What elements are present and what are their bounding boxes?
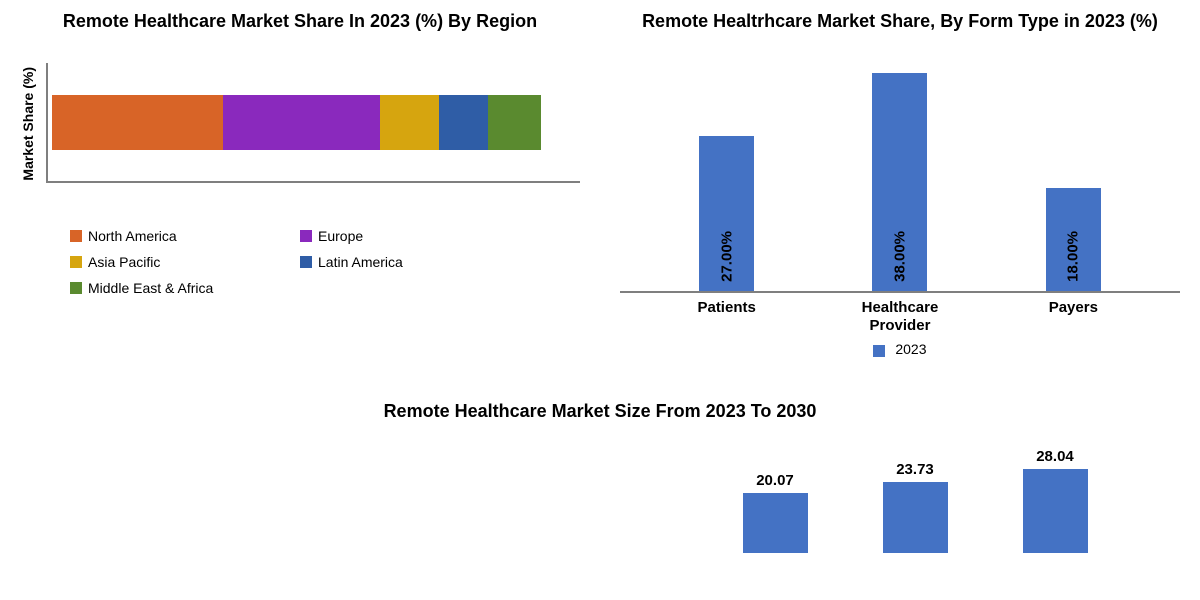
form-bar-category: Healthcare Provider xyxy=(840,299,960,335)
size-bar-column: 20.07 xyxy=(730,472,820,553)
legend-swatch xyxy=(70,256,82,268)
legend-label: Latin America xyxy=(318,254,403,270)
legend-label: Middle East & Africa xyxy=(88,280,213,296)
form-chart-categories: Patients Healthcare Provider Payers xyxy=(620,293,1180,335)
region-segment xyxy=(380,95,439,150)
form-chart-plot: 27.00% 38.00% 18.00% xyxy=(620,43,1180,293)
size-bar xyxy=(1023,469,1088,553)
form-bar-value: 38.00% xyxy=(891,231,908,282)
legend-label: Europe xyxy=(318,228,363,244)
legend-item: Europe xyxy=(300,228,500,244)
legend-item: North America xyxy=(70,228,270,244)
legend-label: Asia Pacific xyxy=(88,254,160,270)
size-bar xyxy=(743,493,808,553)
form-bar-column: 38.00% xyxy=(840,61,960,291)
form-bar-column: 18.00% xyxy=(1013,61,1133,291)
region-chart-plot: Market Share (%) xyxy=(20,43,580,203)
legend-label: North America xyxy=(88,228,177,244)
region-segment xyxy=(439,95,488,150)
size-bar-column: 23.73 xyxy=(870,461,960,553)
form-bar: 38.00% xyxy=(872,73,927,292)
form-chart-title: Remote Healtrhcare Market Share, By Form… xyxy=(620,10,1180,33)
form-legend-label: 2023 xyxy=(895,341,926,357)
form-bar-value: 18.00% xyxy=(1065,231,1082,282)
form-bar: 18.00% xyxy=(1046,188,1101,292)
region-chart-title: Remote Healthcare Market Share In 2023 (… xyxy=(20,10,580,33)
region-chart-ylabel: Market Share (%) xyxy=(20,67,36,181)
size-chart-plot: 20.07 23.73 28.04 xyxy=(40,433,1160,553)
size-chart-panel: Remote Healthcare Market Size From 2023 … xyxy=(0,400,1200,600)
form-chart-panel: Remote Healtrhcare Market Share, By Form… xyxy=(600,0,1200,400)
size-bar-column: 28.04 xyxy=(1010,448,1100,553)
form-bar-column: 27.00% xyxy=(667,61,787,291)
legend-item: Asia Pacific xyxy=(70,254,270,270)
region-stacked-bar xyxy=(52,95,541,150)
region-segment xyxy=(488,95,542,150)
size-bar-value: 23.73 xyxy=(896,461,934,478)
form-bar-category: Patients xyxy=(667,299,787,335)
legend-swatch xyxy=(300,256,312,268)
form-bar: 27.00% xyxy=(699,136,754,291)
region-segment xyxy=(223,95,380,150)
legend-swatch xyxy=(70,230,82,242)
size-bar-value: 20.07 xyxy=(756,472,794,489)
form-bar-value: 27.00% xyxy=(718,231,735,282)
legend-item: Latin America xyxy=(300,254,500,270)
legend-swatch xyxy=(70,282,82,294)
form-chart-legend: 2023 xyxy=(620,341,1180,357)
region-segment xyxy=(52,95,223,150)
region-chart-legend: North America Europe Asia Pacific Latin Ame… xyxy=(20,228,580,296)
form-bar-category: Payers xyxy=(1013,299,1133,335)
legend-item: Middle East & Africa xyxy=(70,280,270,296)
legend-swatch xyxy=(300,230,312,242)
region-chart-axis xyxy=(46,63,580,183)
size-bar xyxy=(883,482,948,553)
region-chart-panel: Remote Healthcare Market Share In 2023 (… xyxy=(0,0,600,400)
size-chart-title: Remote Healthcare Market Size From 2023 … xyxy=(40,400,1160,423)
size-bar-value: 28.04 xyxy=(1036,448,1074,465)
form-legend-swatch xyxy=(873,345,885,357)
